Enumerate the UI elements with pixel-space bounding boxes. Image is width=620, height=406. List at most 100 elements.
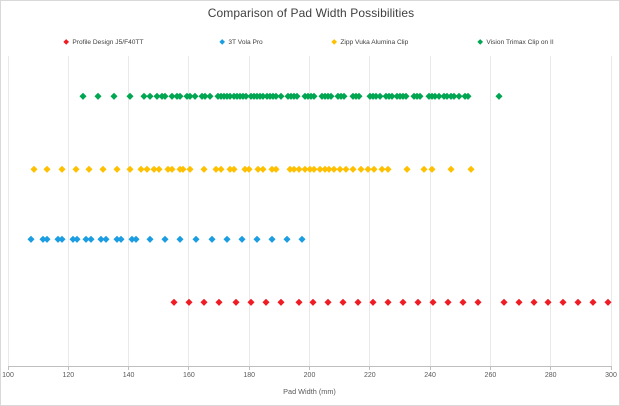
x-tick-mark [429,366,431,370]
data-point [530,298,538,305]
data-point [30,165,37,173]
data-point [176,235,184,242]
data-point [208,235,215,242]
data-point [170,298,178,305]
chart-title: Comparison of Pad Width Possibilities [207,6,415,20]
data-point [200,298,208,305]
data-point [200,165,208,173]
x-tick-label: 240 [424,372,436,379]
x-tick-label: 100 [2,372,14,379]
data-point [273,165,280,173]
data-point [59,165,66,173]
x-tick-label: 180 [243,372,256,379]
data-point [238,235,245,242]
x-tick-mark [7,366,9,370]
data-point [43,165,51,173]
data-point [259,165,267,173]
gridline [369,56,371,366]
data-point [43,235,51,242]
data-point [146,92,153,100]
data-point [117,235,125,242]
legend-item: Zipp Vuka Alumina Clip [331,37,409,47]
data-point [110,92,117,100]
x-tick-mark [248,366,250,370]
data-point [500,298,508,305]
data-point [429,298,437,305]
legend-item: 3T Vola Pro [219,37,263,47]
data-point [86,165,93,173]
x-tick-mark [309,366,310,370]
data-point [232,298,239,305]
data-point [404,165,411,173]
data-point [444,298,452,305]
data-point [253,235,260,242]
legend-label: Profile Design J5/F40TT [72,38,144,46]
data-point [309,298,316,305]
data-point [146,235,153,242]
data-point [102,235,110,242]
data-point [283,235,291,242]
data-point [95,92,102,100]
x-tick-label: 160 [183,372,195,379]
x-tick-mark [610,366,612,370]
data-point [357,165,364,173]
x-tick-label: 300 [605,372,617,379]
data-point [399,298,407,305]
data-point [155,165,162,173]
data-point [191,92,199,100]
data-point [143,165,150,173]
data-point [27,235,34,242]
data-point [245,165,253,173]
data-point [559,298,566,305]
data-point [268,235,276,242]
data-point [420,165,428,173]
legend-marker-icon [63,38,70,46]
data-point [342,165,349,173]
data-point [414,298,422,305]
data-point [277,298,285,305]
x-tick-mark [128,366,130,370]
data-point [354,298,361,305]
data-point [193,235,200,242]
data-point [74,235,81,242]
x-tick-mark [188,366,190,370]
data-point [371,165,378,173]
data-point [113,165,120,173]
x-tick-mark [550,366,552,370]
legend-label: Vision Trimax Clip on II [486,38,554,46]
gridline [610,56,612,366]
x-tick-label: 220 [363,372,376,379]
data-point [298,235,306,242]
data-point [215,298,223,305]
gridline [550,56,552,366]
x-tick-mark [369,366,371,370]
gridline [489,56,491,366]
data-point [324,298,331,305]
data-point [161,235,169,242]
legend-marker-icon [477,38,484,46]
data-point [574,298,582,305]
data-point [589,298,597,305]
data-point [223,235,230,242]
data-point [262,298,270,305]
x-tick-label: 280 [544,372,557,379]
data-point [230,165,238,173]
data-point [475,298,482,305]
legend-marker-icon [219,38,226,46]
data-point [384,298,392,305]
data-point [87,235,95,242]
x-tick-label: 140 [122,372,135,379]
x-tick-label: 260 [484,372,497,379]
data-point [295,298,303,305]
data-point [369,298,377,305]
data-point [467,165,475,173]
gridline [67,56,69,366]
data-point [59,235,66,242]
legend-item: Profile Design J5/F40TT [63,37,144,47]
legend-label: Zipp Vuka Alumina Clip [340,38,409,46]
gridline [128,56,130,366]
x-tick-mark [489,366,491,370]
legend-marker-icon [331,38,338,46]
legend-label: 3T Vola Pro [228,38,263,46]
